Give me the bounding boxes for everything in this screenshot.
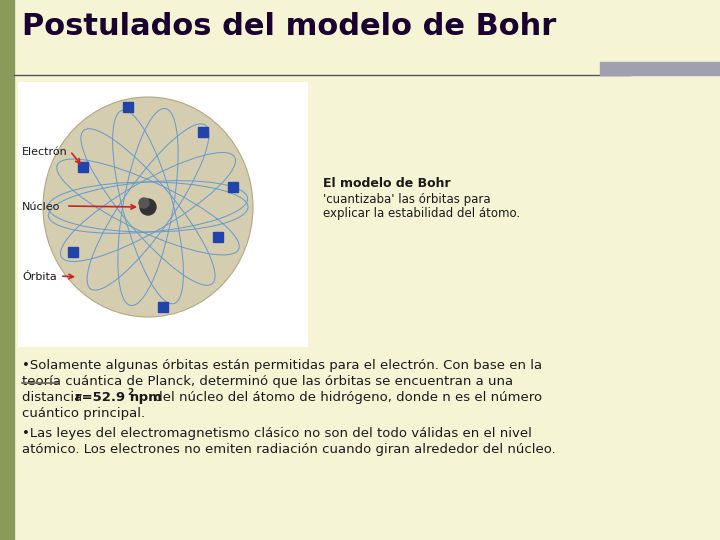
Bar (18, 82, 308, 347)
Text: cuántico principal.: cuántico principal. (22, 407, 145, 420)
Text: distancia: distancia (22, 391, 86, 404)
Text: •Solamente algunas órbitas están permitidas para el electrón. Con base en la: •Solamente algunas órbitas están permiti… (22, 359, 542, 372)
Circle shape (140, 199, 156, 215)
Bar (0, 0, 14, 540)
Text: atómico. Los electrones no emiten radiación cuando giran alrededor del núcleo.: atómico. Los electrones no emiten radiac… (22, 443, 556, 456)
Bar (158, 302, 168, 312)
Text: 2: 2 (127, 388, 133, 397)
Bar (198, 127, 208, 137)
Circle shape (139, 198, 149, 208)
Bar (228, 182, 238, 192)
Text: El modelo de Bohr: El modelo de Bohr (323, 177, 451, 190)
Text: Órbita: Órbita (22, 272, 57, 282)
Bar (600, 62, 720, 75)
Text: •Las leyes del electromagnetismo clásico no son del todo válidas en el nivel: •Las leyes del electromagnetismo clásico… (22, 427, 532, 440)
Bar (68, 247, 78, 257)
Text: r=52.9 n: r=52.9 n (75, 391, 139, 404)
Bar (213, 232, 223, 242)
Text: del núcleo del átomo de hidrógeno, donde n es el número: del núcleo del átomo de hidrógeno, donde… (150, 391, 542, 404)
Text: Núcleo: Núcleo (22, 202, 60, 212)
Text: 'cuantizaba' las órbitas para: 'cuantizaba' las órbitas para (323, 193, 490, 206)
Bar (78, 162, 88, 172)
Text: pm: pm (134, 391, 162, 404)
Text: Electrón: Electrón (22, 147, 68, 157)
Text: explicar la estabilidad del átomo.: explicar la estabilidad del átomo. (323, 207, 520, 220)
Ellipse shape (43, 97, 253, 317)
Text: teoría cuántica de Planck, determinó que las órbitas se encuentran a una: teoría cuántica de Planck, determinó que… (22, 375, 513, 388)
Bar (123, 102, 133, 112)
Text: Postulados del modelo de Bohr: Postulados del modelo de Bohr (22, 12, 557, 41)
